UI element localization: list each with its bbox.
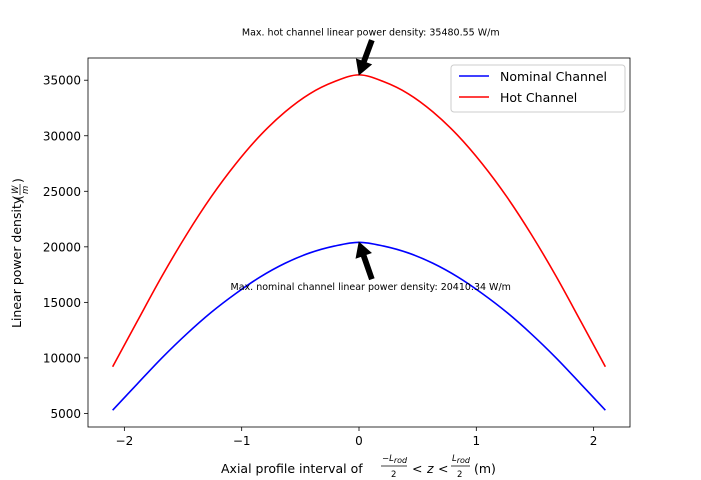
y-label-W: W: [11, 185, 21, 194]
annotation-nominal-channel-max: Max. nominal channel linear power densit…: [231, 282, 511, 293]
legend-label-hot: Hot Channel: [500, 90, 577, 105]
legend: Nominal Channel Hot Channel: [450, 64, 626, 113]
x-tick-label: 0: [355, 434, 363, 448]
legend-label-nominal: Nominal Channel: [500, 69, 607, 84]
y-tick-label: 15000: [43, 296, 81, 310]
x-label-sub-rod-2: rod: [457, 456, 471, 465]
y-axis-ticks: 5000 10000 15000 20000 25000 30000 35000: [43, 74, 88, 421]
x-label-fraction-left: −Lrod 2: [381, 454, 408, 480]
annotation-arrow: [355, 39, 375, 76]
x-label-L-2: L: [452, 454, 457, 464]
y-label-m: m: [21, 186, 31, 194]
x-label-fraction-right: Lrod 2: [451, 454, 471, 480]
y-tick-label: 5000: [50, 407, 81, 421]
svg-text:−Lrod: −Lrod: [382, 454, 408, 465]
x-axis-label-prefix: Axial profile interval of: [221, 461, 363, 476]
y-tick-label: 10000: [43, 351, 81, 365]
svg-text:Lrod: Lrod: [452, 454, 471, 465]
x-label-denominator: 2: [391, 470, 396, 480]
x-tick-label: −1: [233, 434, 251, 448]
x-label-lt-2: <: [438, 461, 448, 476]
x-axis-label-unit: (m): [474, 461, 496, 476]
x-label-lt-1: <: [412, 461, 422, 476]
x-tick-label: 2: [590, 434, 598, 448]
legend-box: [450, 64, 626, 113]
x-label-minus: −: [382, 454, 389, 464]
y-tick-label: 20000: [43, 240, 81, 254]
x-label-L: L: [389, 454, 394, 464]
y-axis-label: Linear power density ( W m ): [9, 178, 31, 328]
annotation-arrow: [355, 241, 375, 281]
x-label-z: z: [426, 461, 434, 476]
y-label-close-paren: ): [10, 178, 25, 183]
y-tick-label: 30000: [43, 129, 81, 143]
x-axis-ticks: −2 −1 0 1 2: [116, 427, 598, 448]
x-tick-label: −2: [116, 434, 134, 448]
x-tick-label: 1: [472, 434, 480, 448]
x-label-sub-rod: rod: [394, 456, 408, 465]
x-label-denominator-2: 2: [457, 470, 462, 480]
x-axis-label: Axial profile interval of −Lrod 2 < z < …: [221, 454, 496, 480]
y-axis-label-prefix: Linear power density: [9, 196, 24, 328]
annotation-hot-channel-max: Max. hot channel linear power density: 3…: [242, 27, 500, 38]
y-tick-label: 35000: [43, 74, 81, 88]
y-tick-label: 25000: [43, 185, 81, 199]
y-label-open-paren: (: [10, 195, 25, 200]
annotation-arrows: [355, 39, 375, 281]
